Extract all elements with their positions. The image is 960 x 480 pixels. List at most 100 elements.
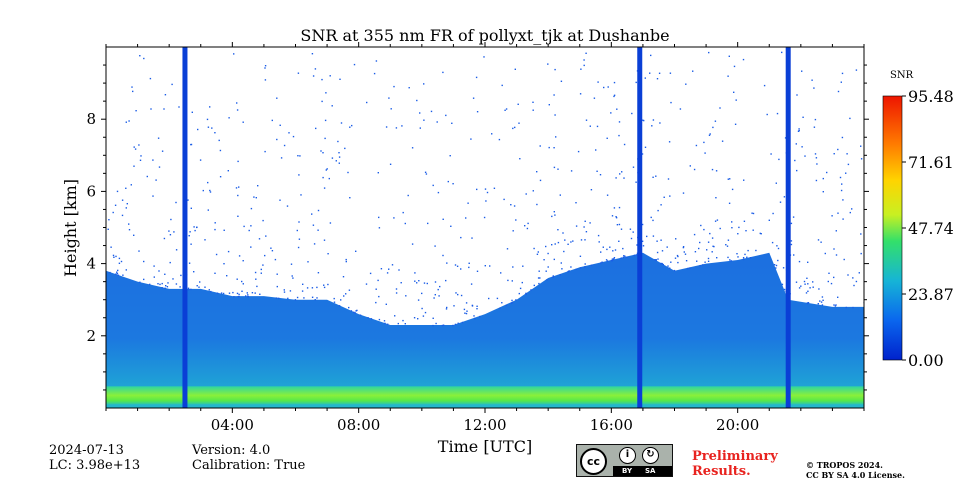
speckle-dot xyxy=(795,281,798,283)
speckle-dot xyxy=(716,219,719,221)
speckle-dot xyxy=(807,283,809,285)
speckle-dot xyxy=(847,163,850,166)
speckle-dot xyxy=(485,200,487,202)
speckle-dot xyxy=(496,297,499,300)
speckle-dot xyxy=(559,274,561,276)
speckle-dot xyxy=(696,260,698,262)
speckle-dot xyxy=(695,144,698,147)
speckle-dot xyxy=(413,317,416,319)
speckle-dot xyxy=(611,215,614,217)
speckle-dot xyxy=(149,283,151,286)
speckle-dot xyxy=(139,159,142,161)
speckle-dot xyxy=(692,70,694,72)
speckle-dot xyxy=(421,292,423,295)
speckle-dot xyxy=(442,254,444,257)
speckle-dot xyxy=(596,170,598,172)
speckle-dot xyxy=(775,264,778,267)
speckle-dot xyxy=(157,283,159,285)
speckle-dot xyxy=(193,271,195,273)
speckle-dot xyxy=(209,191,212,193)
speckle-dot xyxy=(425,173,428,175)
speckle-dot xyxy=(166,286,169,288)
speckle-dot xyxy=(536,171,538,173)
speckle-dot xyxy=(707,260,710,262)
speckle-dot xyxy=(821,304,824,306)
speckle-dot xyxy=(411,243,414,245)
speckle-dot xyxy=(115,255,117,258)
speckle-dot xyxy=(233,296,235,298)
speckle-dot xyxy=(313,243,316,245)
speckle-dot xyxy=(538,270,540,272)
speckle-dot xyxy=(643,119,645,122)
speckle-dot xyxy=(711,168,714,171)
speckle-dot xyxy=(114,204,117,206)
speckle-dot xyxy=(125,207,127,209)
speckle-dot xyxy=(575,225,578,227)
speckle-dot xyxy=(601,261,603,263)
speckle-dot xyxy=(839,176,842,179)
speckle-dot xyxy=(260,268,262,271)
speckle-dot xyxy=(803,280,806,283)
speckle-dot xyxy=(568,270,570,272)
speckle-dot xyxy=(669,195,671,197)
speckle-dot xyxy=(307,261,309,263)
speckle-dot xyxy=(125,187,127,189)
speckle-dot xyxy=(511,280,513,282)
speckle-dot xyxy=(337,140,339,143)
speckle-dot xyxy=(338,305,341,307)
speckle-dot xyxy=(353,311,355,313)
speckle-dot xyxy=(338,156,341,158)
speckle-dot xyxy=(256,285,258,288)
speckle-dot xyxy=(350,310,353,312)
speckle-dot xyxy=(248,229,250,232)
speckle-dot xyxy=(408,87,410,89)
speckle-dot xyxy=(207,181,209,184)
speckle-dot xyxy=(721,140,724,142)
speckle-dot xyxy=(298,238,301,240)
speckle-dot xyxy=(699,265,701,267)
speckle-dot xyxy=(470,283,473,285)
speckle-dot xyxy=(190,288,192,291)
speckle-dot xyxy=(245,295,247,297)
date-label: 2024-07-13 xyxy=(49,443,124,458)
speckle-dot xyxy=(702,264,704,266)
x-tick-label: 04:00 xyxy=(211,416,254,434)
speckle-dot xyxy=(778,158,780,161)
colorbar-tick-label: 0.00 xyxy=(908,351,944,370)
speckle-dot xyxy=(446,262,448,264)
sa-label: SA xyxy=(645,467,656,475)
speckle-dot xyxy=(729,259,731,261)
speckle-dot xyxy=(423,119,425,121)
speckle-dot xyxy=(333,301,336,303)
speckle-dot xyxy=(798,129,800,132)
speckle-dot xyxy=(675,238,677,240)
speckle-dot xyxy=(280,157,283,159)
speckle-dot xyxy=(693,168,696,171)
speckle-dot xyxy=(270,247,272,249)
speckle-dot xyxy=(296,229,298,232)
speckle-dot xyxy=(809,287,811,289)
speckle-dot xyxy=(125,269,127,271)
speckle-dot xyxy=(833,276,835,279)
speckle-dot xyxy=(781,51,783,54)
speckle-dot xyxy=(589,222,591,224)
speckle-dot xyxy=(322,152,324,154)
speckle-dot xyxy=(747,249,749,252)
speckle-dot xyxy=(297,246,300,249)
speckle-dot xyxy=(125,121,127,123)
speckle-dot xyxy=(321,100,323,103)
colorbar-title: SNR xyxy=(890,70,914,81)
speckle-dot xyxy=(522,265,524,267)
speckle-dot xyxy=(716,257,718,259)
speckle-dot xyxy=(290,263,293,265)
speckle-dot xyxy=(742,257,745,259)
speckle-dot xyxy=(553,211,555,213)
speckle-dot xyxy=(607,86,609,88)
speckle-dot xyxy=(615,177,617,179)
speckle-dot xyxy=(219,176,222,178)
speckle-dot xyxy=(641,153,644,155)
speckle-dot xyxy=(613,95,615,98)
speckle-dot xyxy=(118,262,121,264)
speckle-dot xyxy=(694,251,697,253)
speckle-dot xyxy=(731,227,733,229)
